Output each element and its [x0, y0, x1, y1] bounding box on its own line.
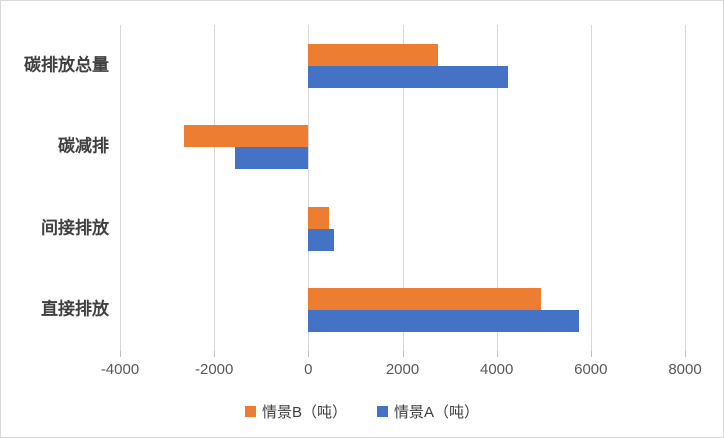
- bar-series-0-cat-1: [183, 125, 309, 148]
- gridline-x-6000: [590, 25, 592, 351]
- x-tick-label-8000: 8000: [668, 361, 702, 378]
- gridline-x--4000: [120, 25, 121, 351]
- gridline-x-0: [308, 25, 310, 351]
- x-axis-tick: [496, 351, 498, 357]
- gridline-x-2000: [402, 25, 404, 351]
- category-row: 直接排放: [41, 270, 685, 352]
- category-label: 碳排放总量: [24, 55, 109, 75]
- legend-label: 情景B（吨）: [261, 403, 347, 421]
- x-axis-tick: [402, 351, 404, 357]
- x-axis-tick: [120, 351, 121, 357]
- category-label: 碳减排: [58, 136, 109, 156]
- x-tick-label-4000: 4000: [480, 361, 514, 378]
- category-row: 碳减排: [58, 107, 685, 189]
- chart-legend: 情景B（吨） 情景A（吨）: [1, 399, 723, 423]
- bar-series-1-cat-1: [235, 147, 309, 170]
- bar-series-1-cat-3: [308, 310, 579, 333]
- x-tick-label-2000: 2000: [385, 361, 420, 378]
- bar-series-1-cat-0: [308, 65, 509, 88]
- x-axis-tick: [590, 351, 592, 357]
- bar-series-0-cat-2: [308, 206, 330, 229]
- x-tick-label--4000: -4000: [100, 361, 140, 378]
- category-label: 直接排放: [41, 299, 109, 319]
- gridline-x--2000: [214, 25, 216, 351]
- plot-area: -4000 -2000 0 2000 4000 6000 8000 碳排放总量碳减排间接排放直…: [24, 25, 702, 378]
- x-tick-label-6000: 6000: [574, 361, 608, 378]
- x-axis-tick: [214, 351, 216, 357]
- gridline-x-8000: [685, 25, 686, 351]
- legend-item-0: 情景B（吨）: [244, 401, 347, 422]
- legend-swatch-icon: [377, 405, 388, 417]
- bar-series-1-cat-2: [308, 228, 335, 251]
- x-tick-label-0: 0: [304, 361, 313, 378]
- x-tick-label--2000: -2000: [195, 361, 234, 378]
- category-label: 间接排放: [41, 218, 109, 238]
- legend-swatch-icon: [244, 405, 256, 417]
- legend-label: 情景A（吨）: [394, 403, 480, 421]
- gridline-x-4000: [496, 25, 498, 351]
- bar-series-0-cat-0: [308, 43, 438, 66]
- x-axis-tick: [308, 351, 310, 357]
- category-row: 碳排放总量: [24, 25, 685, 107]
- legend-item-1: 情景A（吨）: [377, 401, 479, 422]
- category-row: 间接排放: [41, 188, 685, 270]
- x-axis-tick: [685, 351, 686, 357]
- bar-series-0-cat-3: [308, 288, 542, 311]
